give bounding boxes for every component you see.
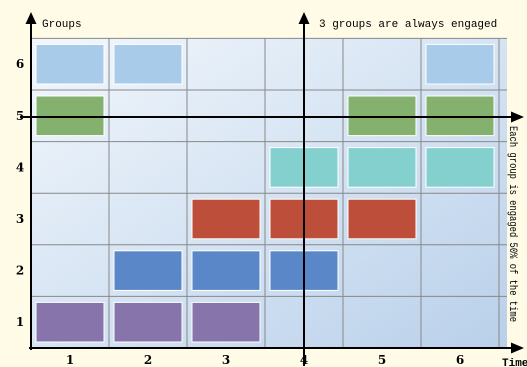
y-axis-arrow	[25, 12, 37, 24]
vertical-divider-arrow	[298, 12, 310, 24]
block-group-3-time-5	[347, 198, 417, 240]
block-group-5-time-5	[347, 95, 417, 137]
block-group-3-time-3	[191, 198, 261, 240]
time-tick-label: 3	[222, 353, 230, 367]
block-group-4-time-6	[425, 147, 495, 188]
block-group-1-time-2	[113, 301, 183, 343]
top-annotation: 3 groups are always engaged	[319, 19, 497, 31]
grid-lines	[31, 37, 507, 348]
y-axis-label: Groups	[42, 19, 82, 31]
group-tick-label: 3	[16, 212, 24, 226]
block-group-5-time-1	[35, 95, 105, 137]
group-tick-label: 2	[16, 264, 24, 278]
block-group-2-time-3	[191, 250, 261, 291]
group-tick-label: 4	[16, 160, 24, 174]
block-group-4-time-5	[347, 147, 417, 188]
time-tick-label: 6	[456, 353, 464, 367]
labels: Groups 3 groups are always engaged Time …	[42, 19, 527, 367]
group-tick-label: 6	[16, 57, 24, 71]
block-group-6-time-1	[35, 43, 105, 85]
x-axis-arrow	[511, 342, 524, 354]
tick-labels: 1 2 3 4 5 6 1 2 3 4 5 6	[16, 57, 464, 367]
horizontal-divider-arrow	[511, 111, 524, 123]
block-group-5-time-6	[425, 95, 495, 137]
engagement-blocks	[35, 43, 495, 343]
block-group-1-time-1	[35, 301, 105, 343]
side-annotation: Each group is engaged 50% of the time	[506, 126, 518, 322]
group-tick-label: 5	[16, 109, 24, 123]
block-group-1-time-3	[191, 301, 261, 343]
block-group-2-time-2	[113, 250, 183, 291]
time-tick-label: 2	[144, 353, 152, 367]
block-group-6-time-2	[113, 43, 183, 85]
axes	[20, 12, 524, 366]
block-group-6-time-6	[425, 43, 495, 85]
x-axis-label: Time	[502, 358, 527, 367]
time-tick-label: 4	[300, 353, 308, 367]
time-tick-label: 1	[66, 353, 74, 367]
time-tick-label: 5	[378, 353, 386, 367]
group-tick-label: 1	[16, 315, 24, 329]
